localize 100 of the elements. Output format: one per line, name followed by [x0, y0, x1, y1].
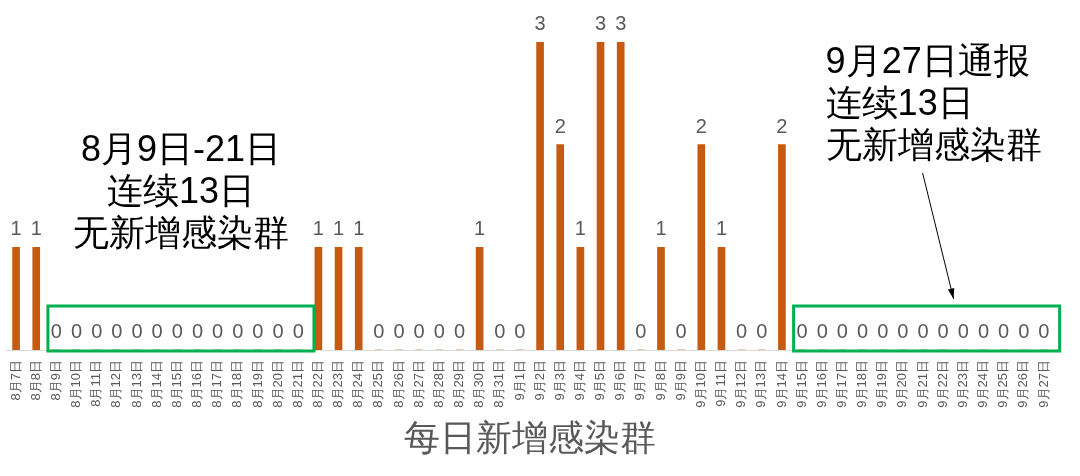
data-label: 0	[212, 320, 224, 342]
x-tick-label: 8月27日	[410, 360, 426, 408]
x-tick-label: 9月9日	[672, 360, 688, 401]
x-tick-label: 9月12日	[733, 360, 749, 408]
x-tick-label: 8月22日	[309, 360, 325, 408]
data-label: 0	[433, 320, 445, 342]
bar	[657, 247, 665, 350]
data-label: 0	[453, 320, 466, 342]
data-label: 0	[877, 320, 889, 342]
x-tick-label: 9月21日	[914, 360, 930, 408]
data-label: 3	[594, 12, 607, 34]
data-label: 3	[615, 12, 627, 34]
data-label: 0	[957, 320, 969, 342]
data-label: 0	[151, 320, 163, 342]
data-label: 0	[171, 320, 183, 342]
data-label: 0	[494, 320, 506, 342]
x-tick-label: 9月3日	[551, 360, 567, 401]
data-label: 0	[756, 320, 768, 342]
data-label: 3	[534, 12, 546, 34]
x-tick-label: 9月18日	[854, 360, 870, 408]
bar	[536, 42, 544, 350]
bar	[556, 144, 565, 350]
bar	[616, 42, 625, 350]
x-tick-label: 8月31日	[491, 360, 507, 408]
data-label: 0	[675, 320, 687, 342]
data-label: 0	[111, 320, 123, 342]
data-label: 0	[393, 320, 405, 342]
x-tick-label: 9月13日	[753, 360, 769, 408]
bar	[475, 247, 484, 350]
x-tick-label: 8月19日	[249, 360, 265, 408]
data-label: 0	[232, 320, 244, 342]
data-label: 2	[554, 114, 566, 137]
data-label: 0	[635, 320, 647, 342]
x-tick-label: 9月16日	[813, 360, 829, 408]
data-label: 1	[474, 217, 486, 240]
annotation: 无新增感染群	[72, 212, 289, 253]
x-tick-label: 9月4日	[571, 360, 587, 401]
x-tick-label: 8月20日	[269, 360, 285, 408]
data-label: 1	[655, 217, 667, 240]
data-label: 0	[292, 320, 304, 342]
bar	[12, 247, 20, 350]
data-label: 0	[413, 320, 425, 342]
data-label: 0	[998, 320, 1010, 342]
x-tick-label: 8月29日	[451, 360, 467, 408]
data-label: 0	[917, 320, 929, 342]
annotation: 8月9日-21日	[80, 128, 281, 169]
data-label: 0	[816, 320, 828, 342]
x-tick-label: 9月25日	[995, 360, 1011, 408]
x-tick-label: 8月12日	[108, 360, 124, 408]
annotation: 连续13日	[106, 170, 255, 211]
bar	[576, 247, 585, 350]
bar	[314, 247, 323, 350]
bar	[778, 144, 786, 350]
x-tick-label: 8月25日	[370, 360, 386, 408]
x-tick-label: 9月11日	[713, 360, 729, 407]
data-label: 0	[856, 320, 869, 342]
x-tick-label: 9月22日	[934, 360, 950, 408]
x-tick-label: 9月14日	[773, 360, 789, 408]
bar	[596, 42, 605, 350]
data-label: 0	[736, 320, 748, 342]
x-tick-label: 8月16日	[189, 360, 205, 408]
x-tick-label: 8月9日	[47, 360, 63, 401]
x-tick-label: 8月30日	[471, 360, 487, 408]
x-tick-label: 9月15日	[793, 360, 809, 408]
data-label: 1	[312, 217, 324, 240]
data-label: 1	[10, 217, 22, 240]
x-tick-label: 8月8日	[27, 360, 43, 401]
annotation: 连续13日	[825, 82, 974, 123]
x-tick-label: 9月6日	[612, 360, 628, 401]
x-tick-label: 8月15日	[168, 360, 184, 408]
data-label: 0	[836, 320, 848, 342]
data-label: 0	[191, 320, 204, 342]
data-label: 1	[332, 217, 345, 240]
data-label: 1	[353, 217, 365, 240]
annotation: 9月27日通报	[825, 40, 1030, 81]
x-tick-label: 8月7日	[7, 360, 23, 401]
x-tick-label: 9月20日	[894, 360, 910, 408]
data-label: 1	[30, 217, 42, 240]
x-tick-label: 8月11日	[88, 360, 104, 407]
x-axis-title: 每日新增感染群	[404, 417, 656, 459]
data-label: 1	[574, 217, 586, 240]
data-label: 0	[514, 320, 526, 342]
annotation: 无新增感染群	[825, 124, 1042, 165]
x-tick-label: 8月13日	[128, 360, 144, 408]
data-label: 0	[91, 320, 103, 342]
bar	[717, 247, 726, 350]
data-label: 0	[796, 320, 808, 342]
x-tick-label: 9月17日	[833, 360, 849, 408]
x-tick-label: 9月26日	[1015, 360, 1031, 408]
x-tick-label: 9月19日	[874, 360, 890, 408]
x-tick-label: 8月23日	[330, 360, 346, 408]
bar	[354, 247, 363, 350]
bar	[32, 247, 41, 350]
data-label: 0	[50, 320, 62, 342]
data-label: 0	[1018, 320, 1030, 342]
data-label: 0	[272, 320, 284, 342]
x-tick-label: 9月2日	[531, 360, 547, 401]
x-tick-label: 8月21日	[289, 360, 305, 408]
x-tick-label: 8月24日	[350, 360, 366, 408]
bar	[334, 247, 343, 350]
